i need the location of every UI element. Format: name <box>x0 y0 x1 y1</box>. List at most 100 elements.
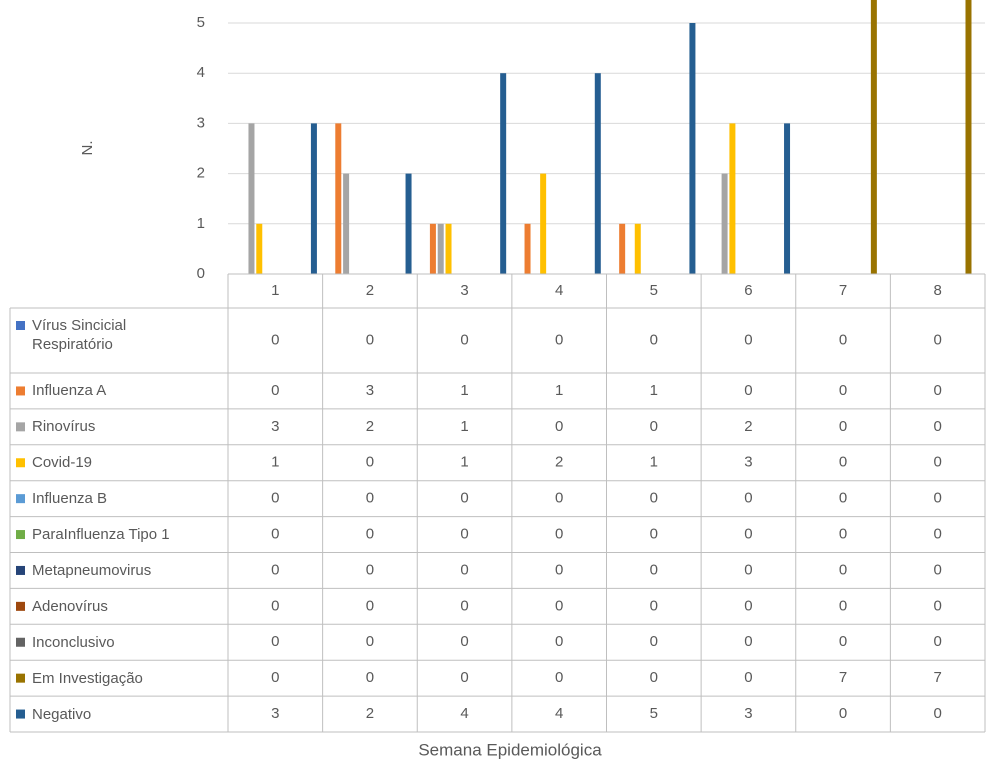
table-cell: 3 <box>271 705 279 722</box>
table-cell: 0 <box>460 561 468 578</box>
table-cell: 0 <box>650 526 658 543</box>
table-cell: 0 <box>650 669 658 686</box>
x-tick-label: 1 <box>271 282 279 299</box>
legend-swatch <box>16 673 25 683</box>
table-cell: 0 <box>839 454 847 471</box>
table-cell: 0 <box>839 633 847 650</box>
legend-label: ParaInfluenza Tipo 1 <box>32 526 170 544</box>
table-cell: 0 <box>744 490 752 507</box>
table-cell: 0 <box>839 490 847 507</box>
table-cell: 0 <box>650 418 658 435</box>
table-cell: 0 <box>839 526 847 543</box>
bar <box>405 173 412 274</box>
table-cell: 0 <box>366 633 374 650</box>
x-tick-label: 8 <box>934 282 942 299</box>
table-cell: 0 <box>934 418 942 435</box>
table-cell: 3 <box>271 418 279 435</box>
table-cell: 1 <box>650 454 658 471</box>
legend-label: Metapneumovirus <box>32 561 152 579</box>
bar <box>540 173 547 274</box>
table-cell: 0 <box>744 633 752 650</box>
legend-label: Rinovírus <box>32 418 96 436</box>
legend-swatch <box>16 601 25 611</box>
table-cell: 0 <box>650 633 658 650</box>
table-cell: 0 <box>555 633 563 650</box>
table-cell: 0 <box>934 633 942 650</box>
table-cell: 0 <box>839 705 847 722</box>
legend-swatch <box>16 530 25 540</box>
x-tick-label: 3 <box>460 282 468 299</box>
table-cell: 0 <box>650 597 658 614</box>
legend-label-box: Influenza B <box>32 490 108 508</box>
table-cell: 0 <box>366 597 374 614</box>
table-cell: 0 <box>839 561 847 578</box>
table-cell: 0 <box>934 705 942 722</box>
legend-label-box: Metapneumovirus <box>32 561 152 579</box>
legend-label: Inconclusivo <box>32 633 115 651</box>
table-cell: 0 <box>366 669 374 686</box>
bar <box>500 73 507 274</box>
legend-swatch <box>16 494 25 504</box>
legend-label: Adenovírus <box>32 597 108 615</box>
legend-swatch <box>16 709 25 719</box>
table-cell: 2 <box>366 705 374 722</box>
legend-label: Influenza A <box>32 382 107 400</box>
table-cell: 0 <box>555 331 563 348</box>
table-cell: 0 <box>934 597 942 614</box>
legend-label-box: Negativo <box>32 706 91 723</box>
table-cell: 0 <box>271 597 279 614</box>
legend-label: Influenza B <box>32 490 108 508</box>
bar <box>343 173 350 274</box>
y-tick-label: 1 <box>197 215 205 232</box>
bar <box>335 123 342 275</box>
bar <box>689 23 696 274</box>
bar <box>256 223 263 274</box>
table-cell: 0 <box>839 382 847 399</box>
legend-swatch <box>16 637 25 647</box>
legend-swatch <box>16 321 25 330</box>
x-axis-title: Semana Epidemiológica <box>418 740 602 759</box>
table-cell: 2 <box>744 418 752 435</box>
table-cell: 0 <box>555 669 563 686</box>
table-cell: 3 <box>366 382 374 399</box>
table-cell: 0 <box>650 331 658 348</box>
y-tick-label: 4 <box>197 64 205 81</box>
x-tick-label: 5 <box>650 282 658 299</box>
x-tick-label: 4 <box>555 282 563 299</box>
table-cell: 0 <box>839 331 847 348</box>
table-cell: 0 <box>934 561 942 578</box>
table-cell: 0 <box>460 526 468 543</box>
table-cell: 0 <box>366 490 374 507</box>
table-cell: 0 <box>271 331 279 348</box>
bar <box>445 223 452 274</box>
table-cell: 1 <box>271 454 279 471</box>
table-cell: 0 <box>744 331 752 348</box>
table-cell: 1 <box>650 382 658 399</box>
x-tick-label: 6 <box>744 282 752 299</box>
legend-swatch <box>16 565 25 575</box>
table-cell: 0 <box>934 331 942 348</box>
table-cell: 0 <box>271 633 279 650</box>
bar <box>248 123 255 275</box>
table-cell: 0 <box>839 418 847 435</box>
table-cell: 0 <box>271 526 279 543</box>
legend-label-box: Inconclusivo <box>32 633 115 651</box>
legend-swatch <box>16 458 25 468</box>
table-cell: 0 <box>460 669 468 686</box>
table-cell: 2 <box>555 454 563 471</box>
bar <box>721 173 728 274</box>
table-cell: 0 <box>934 382 942 399</box>
table-cell: 3 <box>744 454 752 471</box>
table-cell: 0 <box>366 526 374 543</box>
legend-label: Covid-19 <box>32 454 93 472</box>
table-cell: 0 <box>460 597 468 614</box>
bar <box>437 223 444 274</box>
bar <box>524 223 531 274</box>
legend-label-box: ParaInfluenza Tipo 1 <box>32 526 170 544</box>
table-cell: 0 <box>934 526 942 543</box>
bar <box>619 223 626 274</box>
table-cell: 0 <box>366 561 374 578</box>
table-cell: 7 <box>839 669 847 686</box>
table-cell: 0 <box>271 561 279 578</box>
table-cell: 0 <box>934 490 942 507</box>
